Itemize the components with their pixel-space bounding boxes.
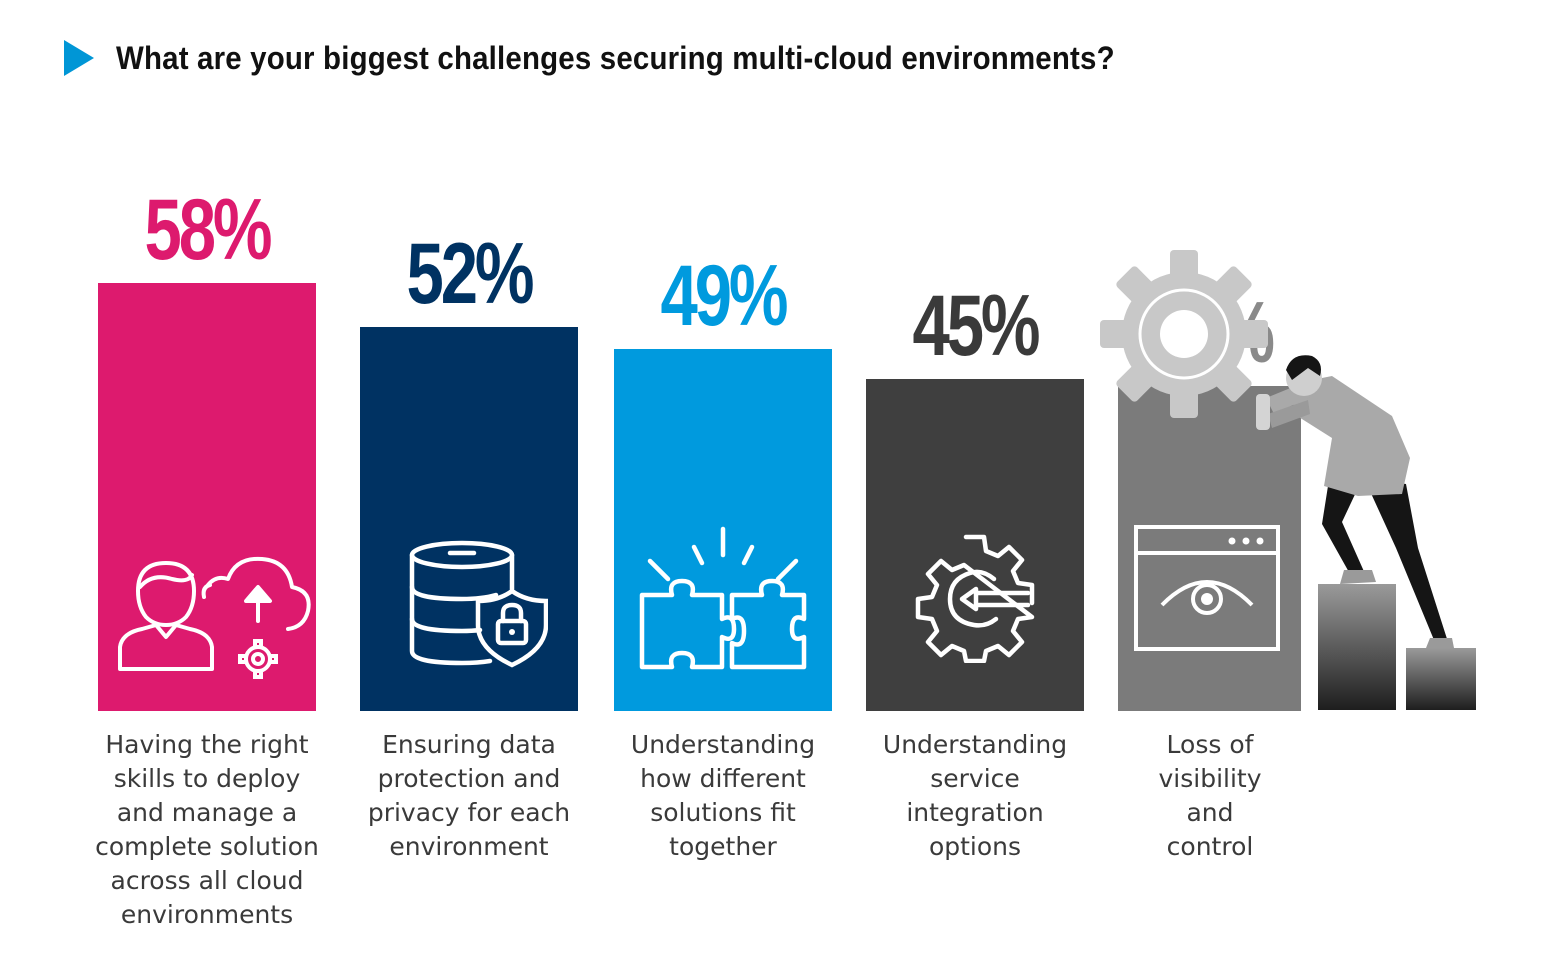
value-label-2: 52% <box>406 226 535 322</box>
value-label-4: 45% <box>912 278 1041 374</box>
category-label-5: Loss of visibility and control <box>1158 730 1262 861</box>
category-label-4: Understanding service integration option… <box>882 730 1068 861</box>
category-label-1: Having the right skills to deploy and ma… <box>95 730 319 929</box>
value-label-3: 49% <box>660 248 789 344</box>
gear-icon <box>1100 250 1268 418</box>
category-label-3: Understanding how different solutions fi… <box>630 730 816 861</box>
step-block-short <box>1406 648 1476 710</box>
bar-4 <box>866 379 1084 711</box>
bar-2 <box>360 327 578 711</box>
step-block-tall <box>1318 584 1396 710</box>
person-figure <box>1256 355 1454 648</box>
chart-title: What are your biggest challenges securin… <box>116 40 1115 76</box>
puzzle-pieces-icon <box>638 525 808 680</box>
user-cloud-upload-gear-icon <box>112 551 312 686</box>
bar-5 <box>1118 386 1301 711</box>
category-label-2: Ensuring data protection and privacy for… <box>367 730 571 861</box>
browser-eye-icon <box>1132 523 1282 658</box>
gear-integration-icon <box>910 533 1040 668</box>
database-shield-lock-icon <box>408 539 549 674</box>
value-label-1: 58% <box>144 182 273 278</box>
person-pushing-gear-illustration <box>1100 250 1476 710</box>
triangle-marker-icon <box>64 40 94 76</box>
